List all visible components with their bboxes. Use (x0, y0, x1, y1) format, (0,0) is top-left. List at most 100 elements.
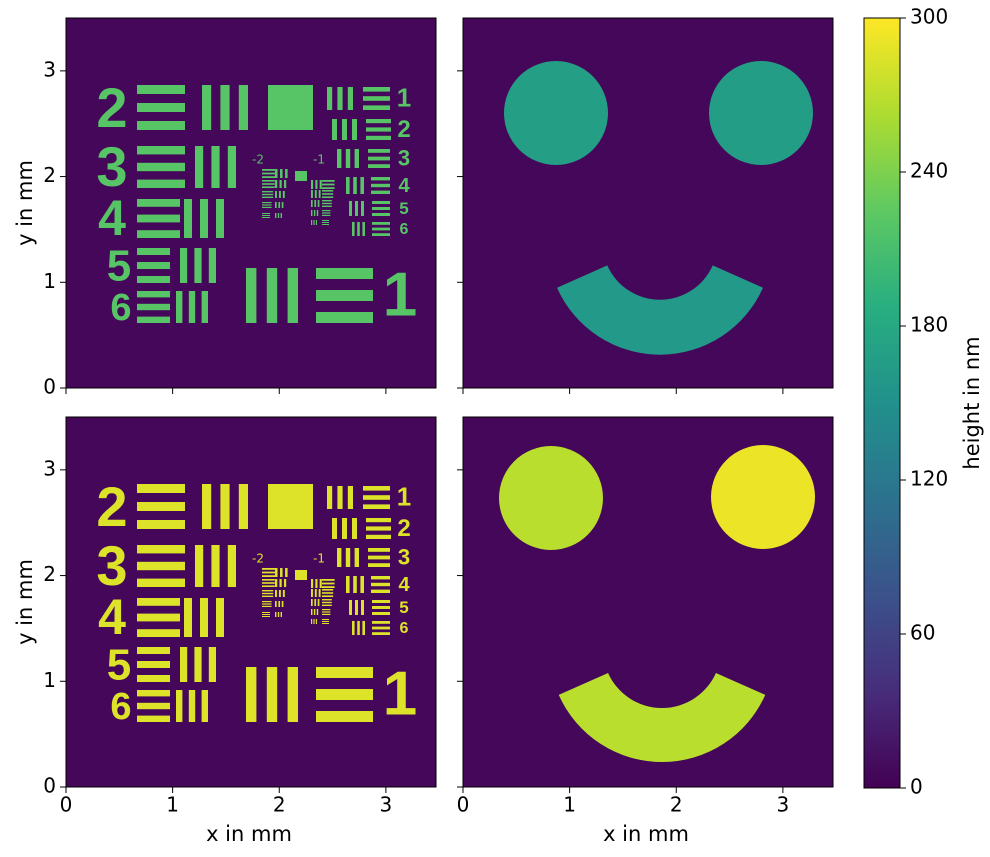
target-bar (262, 197, 273, 198)
target-bar (322, 220, 329, 221)
target-bar (137, 562, 185, 570)
target-bar (176, 291, 182, 323)
target-square (295, 171, 307, 181)
target-bar (262, 194, 273, 195)
target-bar (322, 196, 333, 198)
target-bar (368, 157, 390, 161)
target-bar (200, 199, 208, 238)
target-number: 2 (397, 116, 410, 143)
target-bar (211, 146, 219, 188)
target-bar (137, 262, 170, 269)
target-bar (262, 204, 272, 205)
target-bar (137, 675, 170, 682)
target-bar (346, 177, 350, 194)
target-bar (322, 602, 332, 603)
y-tick-label: 2 (43, 562, 56, 586)
target-bar (319, 589, 321, 597)
target-number: 4 (98, 589, 126, 645)
target-number: 6 (110, 287, 131, 329)
target-bar (337, 548, 341, 567)
target-bar (311, 579, 313, 588)
target-bar (316, 290, 373, 301)
target-bar (322, 180, 335, 182)
y-tick-label: 2 (43, 163, 56, 187)
target-bar (262, 183, 275, 185)
target-bar (346, 576, 350, 593)
target-bar (137, 484, 185, 493)
target-bar (316, 711, 373, 722)
target-bar (137, 579, 185, 587)
target-bar (362, 621, 365, 635)
target-bar (194, 248, 201, 283)
target-bar (315, 589, 317, 597)
target-bar (348, 87, 353, 110)
target-bar (319, 190, 321, 198)
target-bar (353, 576, 357, 593)
target-bar (202, 291, 208, 323)
target-bar (267, 667, 277, 722)
target-bar (262, 207, 272, 208)
target-number: 3 (398, 145, 410, 170)
target-bar (349, 201, 352, 216)
target-bar (352, 621, 355, 635)
target-bar (262, 217, 270, 218)
target-bar (216, 598, 224, 637)
target-bar (322, 579, 335, 581)
target-bar (322, 184, 335, 186)
colorbar-label: height in nm (960, 336, 984, 469)
target-bar (322, 605, 332, 606)
target-bar (368, 563, 390, 567)
target-bar (278, 213, 279, 218)
target-bar (288, 268, 298, 323)
target-bar (316, 312, 373, 323)
target-bar (262, 614, 270, 615)
target-bar (360, 177, 364, 194)
target-bar (137, 146, 185, 154)
target-bar (311, 619, 312, 624)
target-bar (262, 612, 270, 613)
target-bar (327, 486, 332, 509)
target-bar (346, 548, 350, 567)
target-bar (363, 504, 390, 509)
eye (711, 445, 815, 549)
target-bar (194, 647, 201, 682)
target-bar (366, 136, 391, 140)
target-bar (283, 590, 285, 597)
target-bar (322, 592, 333, 594)
target-bar (311, 589, 313, 597)
target-bar (262, 606, 272, 607)
target-bar (282, 601, 284, 607)
target-bar (318, 200, 320, 207)
target-bar (322, 200, 332, 201)
target-bar (275, 612, 276, 617)
target-bar (366, 127, 391, 131)
target-bar (311, 210, 312, 216)
target-bar (317, 609, 318, 615)
target-bar (313, 220, 314, 225)
target-bar (195, 146, 203, 188)
target-bar (352, 119, 357, 140)
target-bar (332, 119, 337, 140)
target-bar (137, 199, 180, 207)
target-bar (202, 484, 211, 529)
target-number: 1 (383, 659, 417, 728)
target-bar (355, 201, 358, 216)
target-bar (316, 667, 373, 678)
target-bar (262, 603, 272, 604)
target-bar (322, 224, 329, 225)
target-bar (371, 191, 390, 194)
x-tick-label: 2 (670, 793, 683, 817)
target-bar (137, 317, 170, 323)
target-bar (189, 690, 195, 722)
eye (499, 446, 603, 550)
target-bar (311, 599, 313, 606)
x-tick-label: 1 (166, 793, 179, 817)
target-number: 4 (398, 175, 410, 197)
x-tick-label: 0 (60, 793, 73, 817)
target-bar (137, 502, 185, 511)
target-bar (137, 647, 170, 654)
target-bar (337, 87, 342, 110)
target-number: 1 (397, 82, 411, 112)
colorbar-tick-label: 60 (910, 621, 935, 645)
colorbar (864, 18, 900, 788)
